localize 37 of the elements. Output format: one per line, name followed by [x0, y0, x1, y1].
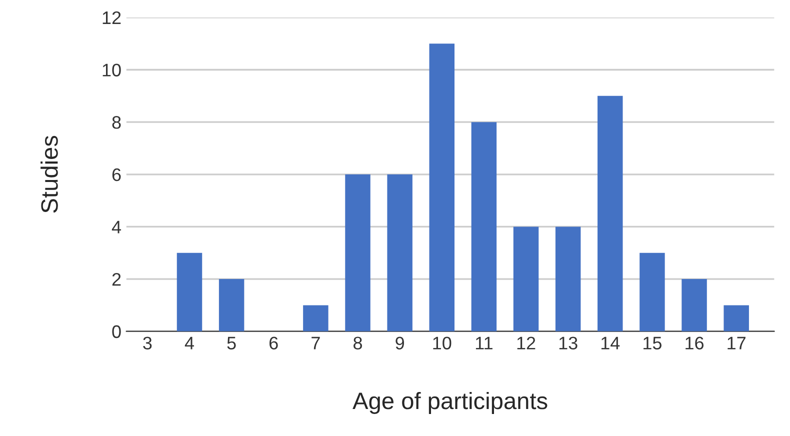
x-tick-label: 7	[312, 336, 320, 350]
bar	[303, 305, 328, 332]
x-tick-label: 10	[433, 336, 452, 350]
y-tick-label: 6	[112, 168, 121, 182]
y-tick-label: 12	[102, 11, 121, 24]
x-tick-label: 15	[644, 336, 662, 350]
y-tick-label: 2	[112, 272, 121, 286]
bar	[555, 226, 581, 332]
x-tick-label: 8	[354, 336, 362, 350]
bar	[429, 44, 455, 332]
x-tick-label: 9	[396, 336, 404, 350]
x-tick-label: 3	[143, 336, 152, 350]
x-tick-label: 17	[728, 336, 746, 350]
bar	[598, 96, 623, 332]
y-tick-label: 8	[112, 116, 121, 129]
bar	[682, 279, 707, 332]
y-tick-label: 0	[112, 325, 121, 338]
bar	[471, 122, 497, 332]
bar	[513, 226, 539, 332]
y-tick-label: 4	[112, 220, 122, 234]
x-tick-label: 4	[184, 336, 194, 350]
x-tick-label: 13	[559, 336, 578, 350]
x-tick-label: 12	[517, 336, 536, 350]
y-axis-title: Studies	[40, 136, 58, 213]
x-tick-label: 16	[686, 336, 704, 350]
y-tick-label: 10	[102, 64, 121, 76]
x-tick-label: 6	[270, 336, 278, 350]
x-tick-label: 5	[227, 336, 236, 350]
x-tick-label: 11	[476, 336, 492, 350]
x-tick-label: 14	[601, 336, 620, 350]
bar	[724, 305, 749, 332]
bar	[176, 252, 202, 332]
bar	[640, 252, 665, 332]
x-axis-title: Age of participants	[352, 392, 548, 414]
bar	[387, 174, 412, 332]
bar	[345, 174, 370, 332]
bar	[218, 279, 244, 332]
